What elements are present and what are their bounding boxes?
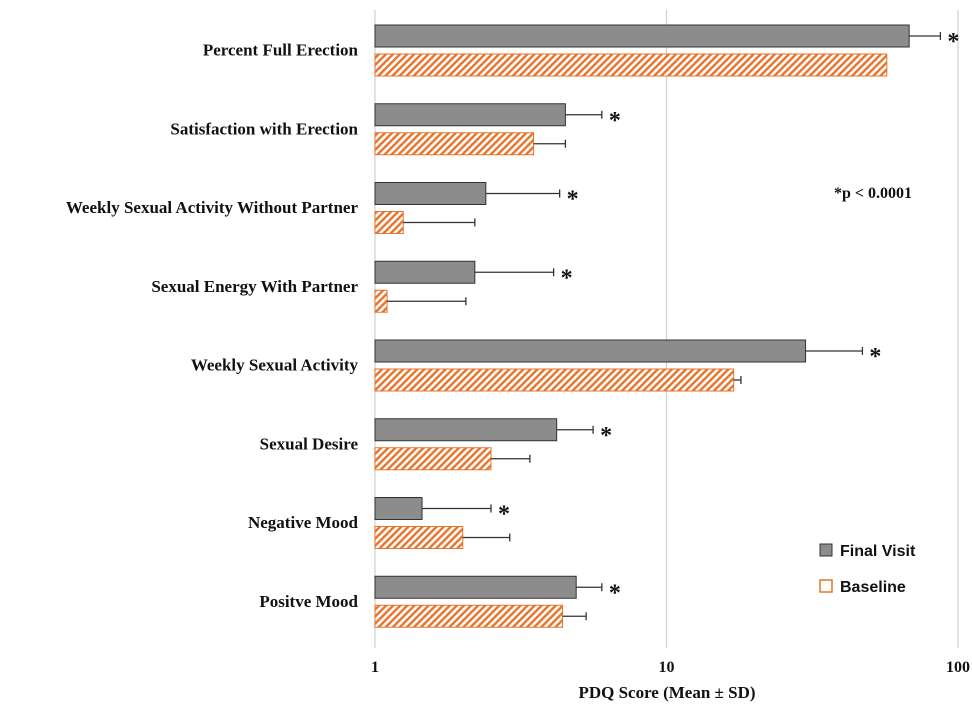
significance-note: *p < 0.0001	[834, 185, 912, 202]
bar-baseline-sexual-desire	[374, 447, 492, 471]
bar-baseline-satisfaction-with-erection	[374, 132, 535, 156]
x-axis-title: PDQ Score (Mean ± SD)	[578, 683, 755, 702]
bars: * * * * * * * *	[374, 24, 959, 628]
significance-marker-satisfaction-with-erection: *	[609, 108, 621, 134]
significance-marker-sexual-energy-with-partner: *	[561, 265, 573, 291]
bar-final-visit-sexual-energy-with-partner	[374, 260, 476, 284]
legend-label-baseline: Baseline	[840, 579, 906, 596]
bar-final-visit-negative-mood	[374, 497, 423, 520]
bar-final-visit-sexual-desire	[374, 418, 558, 442]
bar-final-visit-weekly-sexual-activity	[374, 339, 807, 363]
bar-final-visit-weekly-sexual-activity-without-partner	[374, 182, 487, 205]
legend-swatch-baseline	[819, 579, 833, 593]
bar-baseline-weekly-sexual-activity	[374, 368, 735, 392]
significance-marker-weekly-sexual-activity-without-partner: *	[567, 187, 579, 213]
x-tick-label-1: 1	[371, 659, 379, 676]
category-labels: Percent Full Erection Satisfaction with E…	[66, 41, 359, 611]
legend-label-final-visit: Final Visit	[840, 543, 916, 560]
legend: Final Visit Baseline	[819, 543, 916, 596]
x-tick-label-100: 100	[946, 659, 970, 676]
bar-baseline-sexual-energy-with-partner	[374, 289, 388, 313]
category-label-weekly-sexual-activity-without-partner: Weekly Sexual Activity Without Partner	[66, 198, 359, 217]
significance-marker-positve-mood: *	[609, 580, 621, 606]
bar-final-visit-positve-mood	[374, 575, 577, 599]
category-label-negative-mood: Negative Mood	[248, 513, 359, 532]
x-tick-label-10: 10	[659, 659, 675, 676]
category-label-positve-mood: Positve Mood	[259, 592, 358, 611]
bar-baseline-positve-mood	[374, 604, 564, 628]
category-label-satisfaction-with-erection: Satisfaction with Erection	[170, 119, 358, 138]
significance-marker-negative-mood: *	[498, 502, 510, 528]
bar-final-visit-percent-full-erection	[374, 24, 910, 48]
significance-marker-sexual-desire: *	[600, 423, 612, 449]
category-label-percent-full-erection: Percent Full Erection	[203, 41, 359, 60]
category-label-sexual-energy-with-partner: Sexual Energy With Partner	[151, 277, 358, 296]
bar-baseline-weekly-sexual-activity-without-partner	[374, 211, 404, 234]
bar-baseline-percent-full-erection	[374, 53, 888, 77]
bar-final-visit-satisfaction-with-erection	[374, 103, 566, 127]
category-label-weekly-sexual-activity: Weekly Sexual Activity	[191, 356, 359, 375]
significance-marker-percent-full-erection: *	[947, 29, 959, 55]
bar-baseline-negative-mood	[374, 526, 464, 549]
legend-swatch-final-visit	[819, 543, 833, 557]
significance-marker-weekly-sexual-activity: *	[869, 344, 881, 370]
category-label-sexual-desire: Sexual Desire	[260, 434, 359, 453]
x-axis: 1 10 100	[371, 659, 970, 676]
